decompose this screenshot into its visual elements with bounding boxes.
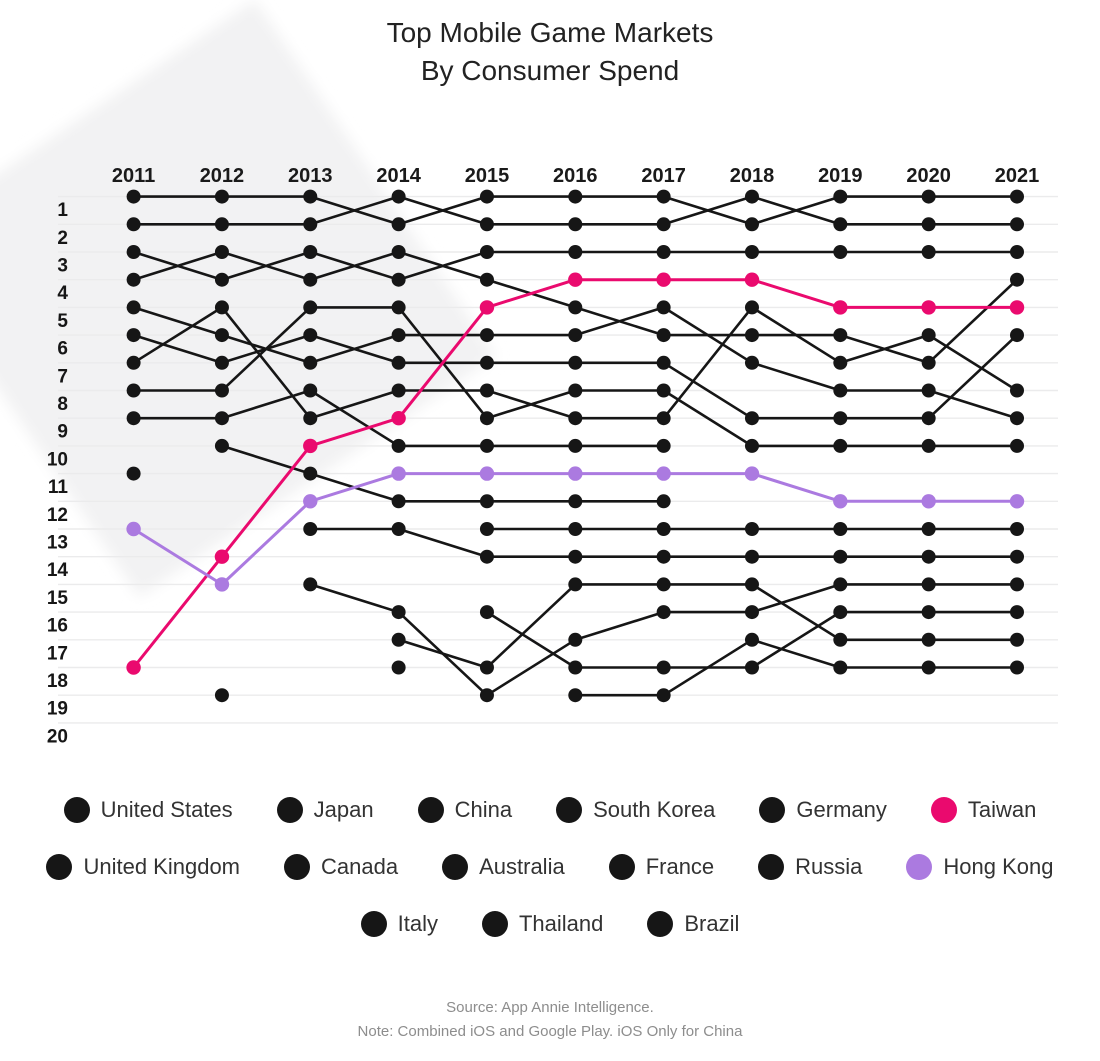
svg-text:2016: 2016 xyxy=(553,165,598,187)
svg-text:7: 7 xyxy=(57,366,68,387)
svg-text:1: 1 xyxy=(57,200,68,221)
svg-text:10: 10 xyxy=(47,449,68,470)
svg-text:13: 13 xyxy=(47,533,68,554)
svg-text:17: 17 xyxy=(47,643,68,664)
svg-text:2: 2 xyxy=(57,228,68,249)
svg-text:2012: 2012 xyxy=(200,165,245,187)
svg-text:8: 8 xyxy=(57,394,68,415)
svg-text:2018: 2018 xyxy=(730,165,775,187)
svg-text:2020: 2020 xyxy=(906,165,951,187)
svg-text:11: 11 xyxy=(48,477,69,498)
svg-text:14: 14 xyxy=(47,560,69,581)
svg-text:15: 15 xyxy=(47,588,69,609)
svg-text:19: 19 xyxy=(47,699,68,720)
svg-text:2017: 2017 xyxy=(641,165,686,187)
svg-text:3: 3 xyxy=(57,256,68,277)
svg-text:6: 6 xyxy=(57,339,68,360)
svg-text:2013: 2013 xyxy=(288,165,333,187)
svg-text:9: 9 xyxy=(57,422,68,443)
svg-text:2011: 2011 xyxy=(112,165,155,187)
svg-text:2015: 2015 xyxy=(465,165,510,187)
svg-text:2019: 2019 xyxy=(818,165,863,187)
svg-text:5: 5 xyxy=(57,311,68,332)
svg-text:20: 20 xyxy=(47,726,68,747)
svg-text:16: 16 xyxy=(47,616,68,637)
svg-text:2014: 2014 xyxy=(376,165,421,187)
svg-text:18: 18 xyxy=(47,671,68,692)
svg-text:12: 12 xyxy=(47,505,68,526)
svg-text:2021: 2021 xyxy=(995,165,1040,187)
svg-text:4: 4 xyxy=(57,283,68,304)
